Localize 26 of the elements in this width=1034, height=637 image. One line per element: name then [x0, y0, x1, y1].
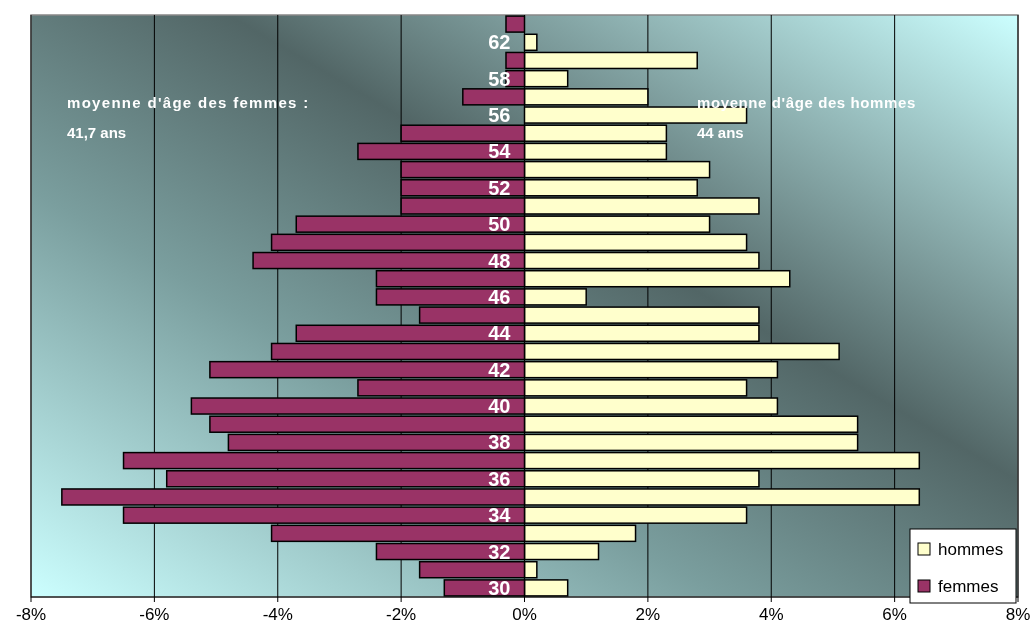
y-tick-label: 36 [488, 467, 511, 490]
x-tick-label: -4% [262, 605, 293, 624]
x-tick-label: 2% [635, 605, 661, 624]
x-tick-label: -6% [139, 605, 170, 624]
y-tick-label: 40 [488, 395, 511, 418]
x-tick-label: 6% [882, 605, 907, 624]
y-tick-label: 30 [488, 576, 511, 599]
y-tick-label: 38 [488, 431, 511, 454]
y-tick-label: 56 [488, 104, 511, 127]
y-tick-label: 34 [488, 504, 512, 527]
x-tick-label: 4% [758, 605, 784, 624]
x-tick-label: -2% [386, 605, 417, 624]
y-tick-label: 46 [488, 285, 511, 308]
y-tick-label: 48 [488, 249, 511, 272]
y-tick-label: 42 [488, 358, 511, 381]
y-tick-label: 54 [488, 140, 512, 163]
x-tick-label: 8% [1005, 605, 1031, 624]
x-tick-label: -8% [15, 605, 47, 624]
x-tick-label: 0% [512, 605, 537, 624]
legend-label: hommes [938, 540, 1004, 559]
y-tick-label: 62 [488, 31, 511, 54]
y-tick-label: 52 [488, 176, 511, 199]
y-tick-label: 32 [488, 540, 511, 563]
y-tick-label: 44 [488, 322, 512, 345]
legend-label: femmes [938, 577, 999, 596]
y-tick-label: 50 [488, 213, 511, 236]
